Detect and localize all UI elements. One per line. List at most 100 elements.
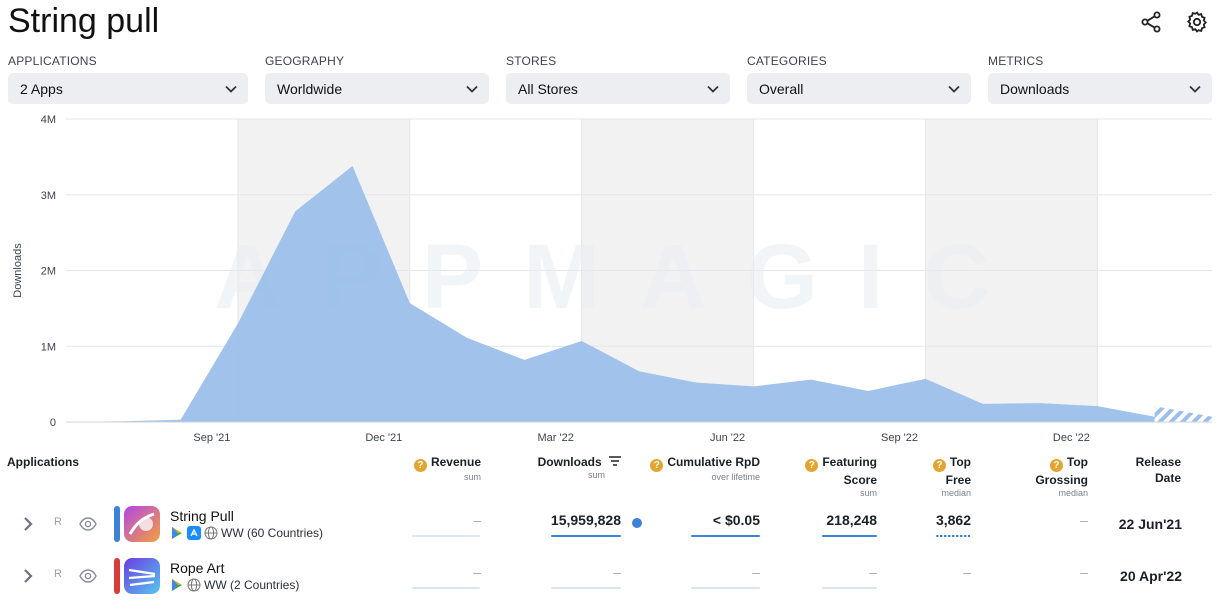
sort-icon[interactable] — [609, 456, 621, 466]
table-row[interactable]: R Rope Art WW (2 Countries) – – – – – – … — [0, 554, 1224, 604]
filter-label: APPLICATIONS — [8, 54, 97, 68]
filter-label: GEOGRAPHY — [265, 54, 345, 68]
filter-label: CATEGORIES — [747, 54, 827, 68]
chevron-right-icon[interactable] — [20, 568, 36, 584]
google-play-icon — [172, 527, 182, 539]
col-downloads-sub: sum — [587, 470, 605, 480]
r-badge[interactable]: R — [54, 568, 62, 580]
metrics-filter: METRICS Downloads — [988, 54, 1212, 104]
string-pull-app-icon — [124, 506, 160, 542]
filter-value: 2 Apps — [20, 80, 63, 97]
col-featuring-sub: sum — [859, 488, 877, 498]
filter-value: Worldwide — [277, 80, 343, 97]
categories-filter: CATEGORIES Overall — [747, 54, 971, 104]
metrics-select[interactable]: Downloads — [988, 73, 1212, 104]
categories-select[interactable]: Overall — [747, 73, 971, 104]
topgrossing-value: – — [1080, 512, 1088, 528]
geo-label: WW (60 Countries) — [221, 526, 324, 540]
help-icon[interactable]: ? — [932, 459, 946, 472]
downloads-underline — [551, 587, 621, 589]
col-rpd[interactable]: ? Cumulative RpD over lifetime — [650, 454, 760, 482]
x-tick-label: Dec '22 — [1053, 432, 1090, 444]
col-topgrossing[interactable]: ? Top Grossing median — [1035, 454, 1088, 498]
rpd-underline — [691, 587, 760, 589]
stores-filter: STORES All Stores — [506, 54, 730, 104]
col-rpd-label: Cumulative RpD — [667, 455, 760, 469]
globe-icon — [204, 526, 218, 540]
col-topfree-sub: median — [941, 488, 971, 498]
revenue-value: – — [473, 512, 481, 528]
google-play-icon — [172, 579, 182, 591]
release-date: 22 Jun'21 — [1118, 516, 1182, 532]
topfree-value[interactable]: 3,862 — [935, 512, 971, 528]
series-color-bar — [114, 558, 120, 594]
filter-label: STORES — [506, 54, 557, 68]
series-color-bar — [114, 506, 120, 542]
downloads-area-chart[interactable]: 0 1M 2M 3M 4M Sep '21 Dec '21 Mar '22 Jun '22 Sep… — [0, 108, 1224, 448]
share-icon[interactable] — [1139, 10, 1163, 34]
eye-icon[interactable] — [79, 515, 97, 533]
filter-label: METRICS — [988, 54, 1044, 68]
x-tick-label: Sep '21 — [193, 432, 230, 444]
revenue-value: – — [473, 564, 481, 580]
downloads-value[interactable]: 15,959,828 — [550, 512, 621, 528]
rpd-value[interactable]: < $0.05 — [712, 512, 760, 528]
app-name[interactable]: Rope Art — [170, 560, 225, 576]
x-tick-label: Dec '21 — [365, 432, 402, 444]
topfree-value: – — [963, 564, 971, 580]
y-axis-label: Downloads — [12, 243, 24, 298]
downloads-area — [66, 165, 1155, 422]
geography-select[interactable]: Worldwide — [265, 73, 489, 104]
col-topfree-label2: Free — [945, 473, 971, 487]
help-icon[interactable]: ? — [413, 459, 427, 472]
col-topfree-label: Top — [949, 455, 971, 469]
col-release-label: Release — [1135, 455, 1181, 469]
featuring-value[interactable]: 218,248 — [826, 512, 877, 528]
col-applications[interactable]: Applications — [7, 455, 80, 469]
featuring-underline — [822, 535, 877, 537]
page-title: String pull — [8, 2, 160, 40]
chevron-down-icon — [225, 85, 237, 93]
eye-icon[interactable] — [79, 567, 97, 585]
revenue-underline — [412, 535, 480, 537]
app-stores: WW (2 Countries) — [170, 578, 299, 592]
downloads-underline — [551, 535, 621, 537]
r-badge[interactable]: R — [54, 516, 62, 528]
rpd-value: – — [752, 564, 760, 580]
help-icon[interactable]: ? — [650, 459, 664, 472]
gear-icon[interactable] — [1185, 10, 1209, 34]
chevron-down-icon — [1189, 85, 1201, 93]
y-tick-label: 3M — [41, 190, 56, 202]
release-date: 20 Apr'22 — [1120, 568, 1182, 584]
col-downloads[interactable]: Downloads sum — [538, 454, 621, 480]
table-row[interactable]: R String Pull WW (60 Countries) – 15,959… — [0, 502, 1224, 552]
geography-filter: GEOGRAPHY Worldwide — [265, 54, 489, 104]
x-tick-label: Sep '22 — [881, 432, 918, 444]
help-icon[interactable]: ? — [1049, 459, 1063, 472]
col-featuring-label: Featuring — [822, 455, 877, 469]
col-revenue[interactable]: ? Revenue sum — [413, 454, 481, 482]
chevron-right-icon[interactable] — [20, 516, 36, 532]
y-tick-label: 2M — [41, 266, 56, 278]
col-featuring-label2: Score — [843, 473, 877, 487]
geo-label: WW (2 Countries) — [204, 578, 300, 592]
col-topfree[interactable]: ? Top Free median — [932, 454, 971, 498]
col-revenue-sub: sum — [463, 472, 481, 482]
col-featuring[interactable]: ? Featuring Score sum — [805, 454, 877, 498]
featuring-value: – — [869, 564, 877, 580]
filter-value: Downloads — [1000, 80, 1070, 97]
applications-select[interactable]: 2 Apps — [8, 73, 248, 104]
col-topgrossing-sub: median — [1058, 488, 1088, 498]
y-tick-label: 4M — [41, 114, 56, 126]
stores-select[interactable]: All Stores — [506, 73, 730, 104]
rope-art-app-icon — [124, 558, 160, 594]
app-name[interactable]: String Pull — [170, 508, 234, 524]
topgrossing-value: – — [1080, 564, 1088, 580]
help-icon[interactable]: ? — [805, 459, 819, 472]
col-rpd-sub: over lifetime — [711, 472, 760, 482]
filter-value: Overall — [759, 80, 804, 97]
revenue-underline — [412, 587, 480, 589]
chevron-down-icon — [707, 85, 719, 93]
col-revenue-label: Revenue — [430, 455, 481, 469]
col-release-date[interactable]: Release Date — [1136, 454, 1181, 486]
